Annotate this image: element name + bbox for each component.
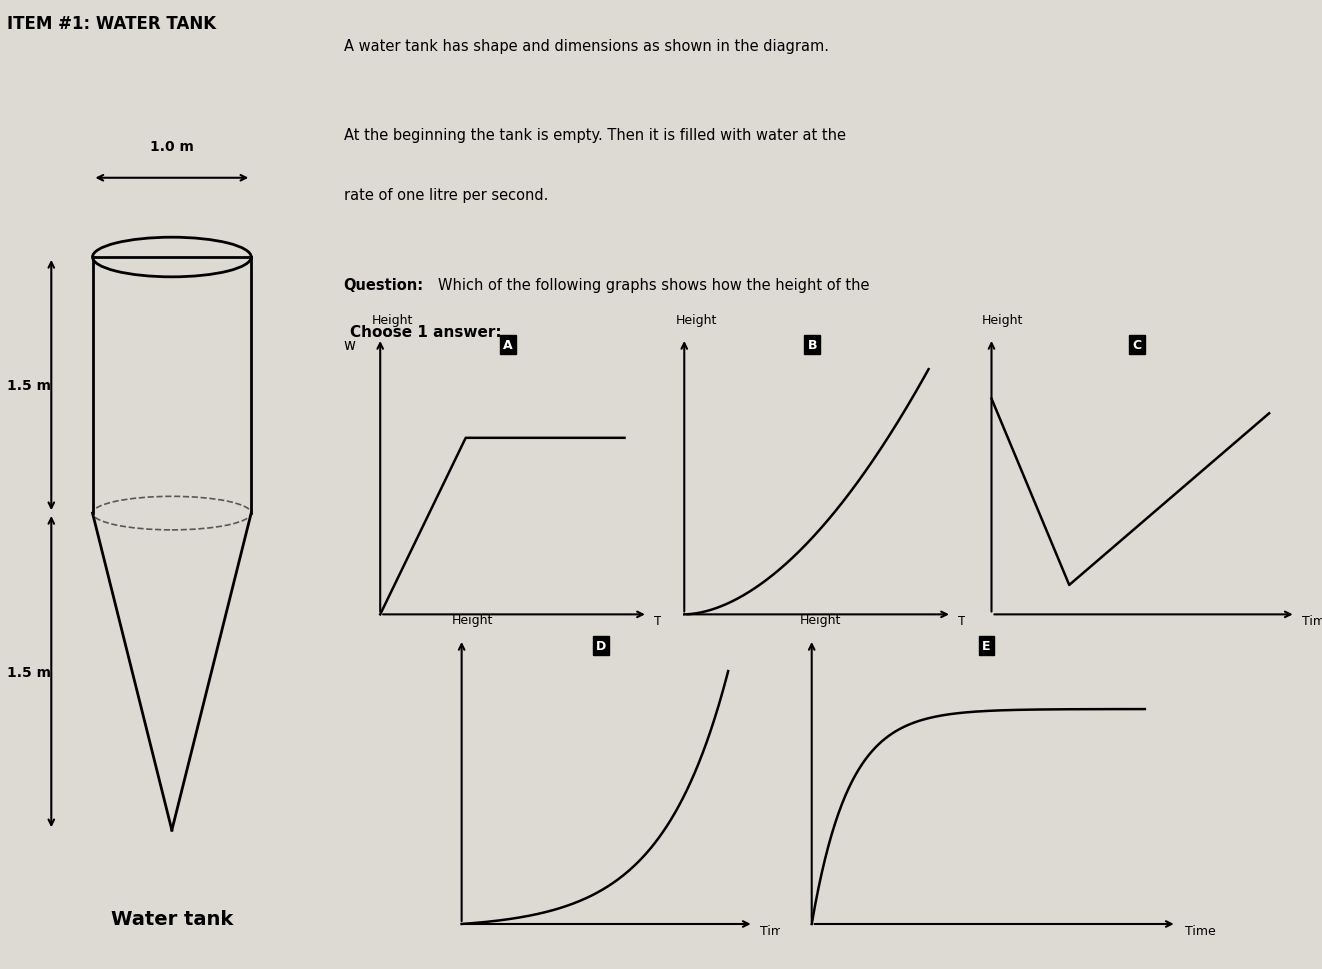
Text: 1.5 m: 1.5 m [7,665,52,679]
Text: C: C [1133,339,1141,352]
Text: rate of one litre per second.: rate of one litre per second. [344,188,549,203]
Text: Water tank: Water tank [111,909,233,927]
Text: ITEM #1: WATER TANK: ITEM #1: WATER TANK [7,15,215,33]
Text: A water tank has shape and dimensions as shown in the diagram.: A water tank has shape and dimensions as… [344,39,829,53]
Text: Which of the following graphs shows how the height of the: Which of the following graphs shows how … [438,277,870,293]
Text: Height: Height [676,313,717,327]
Text: Time: Time [760,923,791,937]
Text: B: B [808,339,817,352]
Text: D: D [596,640,607,652]
Text: 1.0 m: 1.0 m [149,141,194,154]
Text: A: A [504,339,513,352]
Text: Height: Height [371,313,412,327]
Text: 1.5 m: 1.5 m [7,379,52,392]
Text: Time: Time [1185,923,1215,937]
Text: Time: Time [653,614,685,628]
Text: Height: Height [800,613,841,627]
Text: Height: Height [981,313,1023,327]
Text: At the beginning the tank is empty. Then it is filled with water at the: At the beginning the tank is empty. Then… [344,128,846,143]
Text: E: E [982,640,990,652]
Text: Choose 1 answer:: Choose 1 answer: [350,325,502,339]
Text: water surface changes over time?: water surface changes over time? [344,337,594,352]
Text: Question:: Question: [344,277,424,293]
Text: Time: Time [1302,614,1322,628]
Text: Height: Height [452,613,493,627]
Text: Time: Time [957,614,989,628]
